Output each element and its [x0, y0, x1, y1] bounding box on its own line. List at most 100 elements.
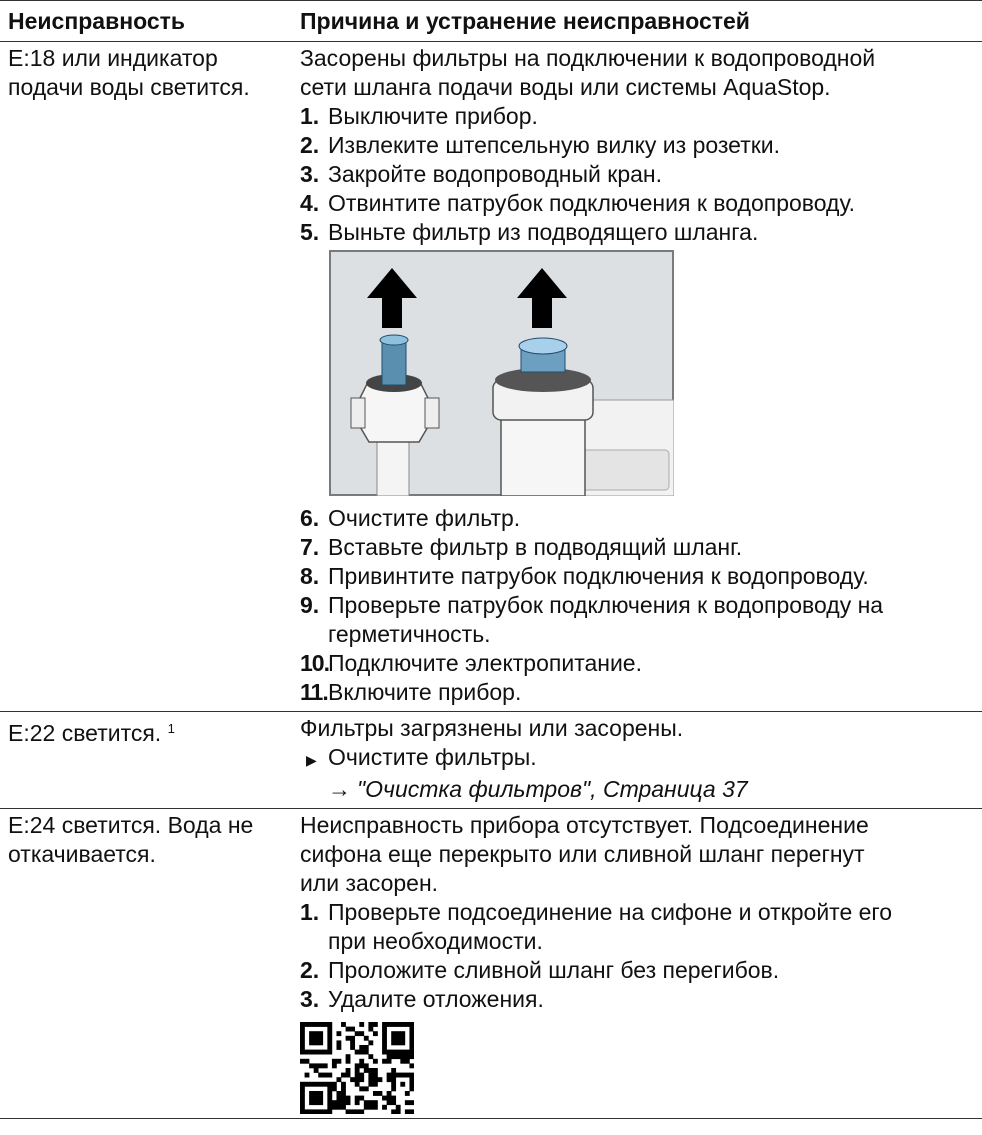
- qr-module: [304, 1109, 310, 1114]
- qr-module: [400, 1040, 406, 1046]
- qr-module: [372, 1022, 378, 1027]
- qr-module: [391, 1054, 397, 1060]
- qr-module: [372, 1072, 378, 1078]
- qr-module: [322, 1109, 328, 1114]
- qr-module: [322, 1049, 328, 1055]
- description: сифона еще перекрыто или сливной шланг п…: [300, 841, 865, 867]
- step: 6. Очистите фильтр.: [300, 504, 982, 533]
- qr-module: [341, 1022, 346, 1027]
- qr-module: [395, 1054, 401, 1060]
- qr-module: [313, 1022, 319, 1027]
- qr-module: [354, 1063, 360, 1069]
- qr-module: [331, 1081, 337, 1087]
- qr-module: [359, 1086, 365, 1092]
- qr-module: [386, 1100, 392, 1106]
- qr-module: [368, 1104, 374, 1110]
- qr-module: [354, 1031, 360, 1037]
- fault-line: E:22 светится.: [8, 720, 162, 746]
- step-text: Очистите фильтр.: [328, 505, 521, 531]
- step-number: 6.: [300, 505, 320, 531]
- fault-text: откачивается.: [8, 840, 300, 869]
- fault-text: подачи воды светится.: [8, 73, 300, 102]
- qr-module: [368, 1068, 374, 1073]
- qr-module: [336, 1058, 342, 1064]
- qr-module: [300, 1045, 305, 1050]
- qr-module: [313, 1063, 319, 1069]
- qr-module: [350, 1045, 356, 1050]
- step-text: Проверьте подсоединение на сифоне и откр…: [328, 899, 893, 925]
- qr-module: [391, 1031, 397, 1037]
- qr-module: [300, 1031, 305, 1037]
- qr-module: [409, 1040, 414, 1046]
- action-text: Очистите фильтры.: [328, 744, 537, 770]
- step-text: Отвинтите патрубок подключения к водопро…: [328, 190, 856, 216]
- qr-module: [409, 1072, 414, 1078]
- qr-module: [313, 1081, 319, 1087]
- qr-module: [359, 1022, 365, 1027]
- qr-module: [363, 1100, 369, 1106]
- qr-module: [382, 1026, 387, 1032]
- qr-module: [350, 1077, 356, 1083]
- step-text: Удалите отложения.: [328, 986, 544, 1012]
- qr-module: [345, 1054, 351, 1060]
- qr-module: [368, 1054, 374, 1060]
- step-number: 2.: [300, 132, 320, 158]
- qr-module: [300, 1091, 305, 1096]
- qr-module: [318, 1063, 324, 1069]
- qr-module: [400, 1054, 406, 1060]
- step-number: [300, 927, 328, 956]
- step: 1. Проверьте подсоединение на сифоне и от…: [300, 898, 982, 927]
- step-number: 9.: [300, 592, 320, 618]
- qr-module: [404, 1100, 410, 1106]
- qr-module: [400, 1022, 406, 1027]
- fault-cell: E:22 светится. 1: [0, 714, 300, 804]
- qr-module: [386, 1072, 392, 1078]
- link-text: "Очистка фильтров", Страница 37: [357, 776, 748, 802]
- action: ▶ Очистите фильтры.: [300, 743, 982, 775]
- qr-module: [331, 1058, 337, 1064]
- qr-module: [363, 1063, 369, 1069]
- qr-module: [313, 1095, 319, 1101]
- qr-module: [318, 1035, 324, 1041]
- qr-module: [382, 1058, 387, 1064]
- qr-module: [382, 1035, 387, 1041]
- link: → "Очистка фильтров", Страница 37: [300, 775, 982, 804]
- step-number: 8.: [300, 563, 320, 589]
- qr-module: [400, 1049, 406, 1055]
- qr-module: [318, 1091, 324, 1096]
- fault-text: E:24 светится. Вода не: [8, 811, 300, 840]
- description: или засорен.: [300, 870, 439, 896]
- qr-module: [336, 1077, 342, 1083]
- step: 5. Выньте фильтр из подводящего шланга.: [300, 218, 982, 247]
- qr-module: [345, 1058, 351, 1064]
- qr-module: [345, 1068, 351, 1073]
- qr-module: [382, 1095, 387, 1101]
- step: 3. Закройте водопроводный кран.: [300, 160, 982, 189]
- qr-module: [377, 1091, 383, 1096]
- qr-module: [327, 1095, 333, 1101]
- qr-module: [341, 1072, 346, 1078]
- qr-module: [386, 1077, 392, 1083]
- qr-module: [409, 1086, 414, 1092]
- qr-module: [336, 1031, 342, 1037]
- qr-module: [400, 1058, 406, 1064]
- qr-module: [409, 1109, 414, 1114]
- qr-module: [382, 1022, 387, 1027]
- description: Засорены фильтры на подключении к водопр…: [300, 45, 876, 71]
- fault-line: откачивается.: [8, 841, 156, 867]
- qr-module: [409, 1054, 414, 1060]
- qr-module: [354, 1068, 360, 1073]
- qr-module: [341, 1086, 346, 1092]
- qr-module: [327, 1026, 333, 1032]
- step: 1. Выключите прибор.: [300, 102, 982, 131]
- qr-module: [318, 1031, 324, 1037]
- qr-module: [395, 1022, 401, 1027]
- qr-module: [350, 1109, 356, 1114]
- qr-module: [345, 1095, 351, 1101]
- qr-module: [404, 1091, 410, 1096]
- qr-module: [386, 1049, 392, 1055]
- qr-module: [409, 1031, 414, 1037]
- qr-module: [322, 1022, 328, 1027]
- qr-module: [350, 1026, 356, 1032]
- qr-module: [309, 1035, 314, 1041]
